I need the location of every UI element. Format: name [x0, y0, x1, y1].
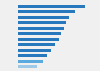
Bar — [18, 65, 37, 68]
Bar — [18, 49, 51, 52]
Bar — [18, 43, 55, 46]
Bar — [18, 5, 85, 8]
Bar — [18, 60, 43, 63]
Bar — [18, 32, 61, 35]
Bar — [18, 27, 64, 30]
Bar — [18, 10, 75, 13]
Bar — [18, 21, 66, 24]
Bar — [18, 54, 47, 57]
Bar — [18, 16, 69, 19]
Bar — [18, 38, 59, 41]
